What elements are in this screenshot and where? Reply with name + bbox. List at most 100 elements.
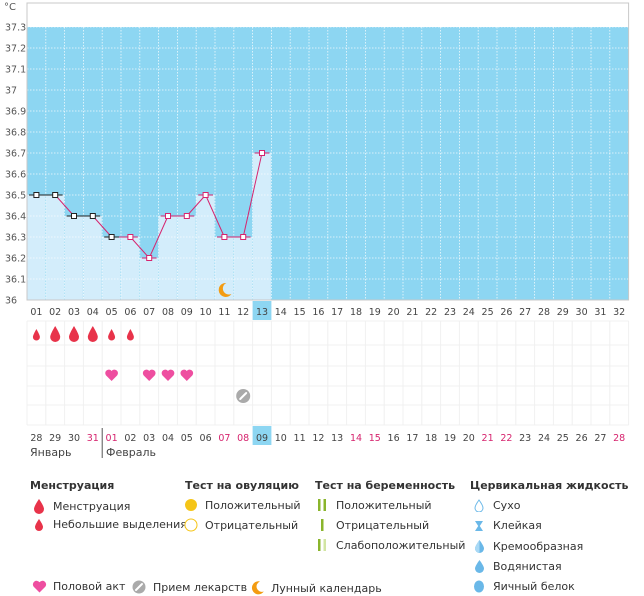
calendar-date-label: 12 xyxy=(312,433,324,444)
heart-icon xyxy=(142,369,156,381)
blood-drop-icon xyxy=(87,326,98,342)
heart-icon xyxy=(105,369,118,381)
legend-item-moon: Лунный календарь xyxy=(248,580,382,596)
temperature-bar xyxy=(196,195,215,300)
temperature-line-segment xyxy=(186,194,206,217)
legend-title-pregnancy: Тест на беременность xyxy=(315,479,456,492)
month-label-january: Январь xyxy=(30,446,72,459)
legend-label: Водянистая xyxy=(493,559,562,573)
temperature-bar xyxy=(102,237,121,300)
pregnancy-negative-icon xyxy=(313,518,331,532)
calendar-date-label: 04 xyxy=(162,433,174,444)
calendar-date-label: 07 xyxy=(218,433,230,444)
temperature-line-segment xyxy=(92,215,112,238)
temperature-bar xyxy=(27,195,46,300)
calendar-date-label: 25 xyxy=(557,433,569,444)
y-tick-label: 36.7 xyxy=(5,149,26,160)
temperature-marker xyxy=(146,255,153,261)
legend-title-ovulation: Тест на овуляцию xyxy=(185,479,299,492)
cycle-day-label: 07 xyxy=(143,307,155,318)
calendar-date-label: 16 xyxy=(388,433,400,444)
legend-label: Слабоположительный xyxy=(336,538,466,552)
drop-filled-icon xyxy=(470,559,488,573)
legend-item-pregnancy-negative: Отрицательный xyxy=(313,518,429,532)
temperature-line-segment xyxy=(148,215,169,259)
cycle-day-label: 32 xyxy=(613,307,625,318)
temperature-marker xyxy=(183,213,190,219)
cycle-day-label: 10 xyxy=(200,307,212,318)
temperature-marker xyxy=(259,150,265,156)
legend-title-menstruation: Менструация xyxy=(30,479,115,492)
small-blood-drop-icon xyxy=(32,329,40,341)
ovulation-negative-icon xyxy=(182,518,200,532)
blood-drop-icon xyxy=(69,326,79,342)
pregnancy-positive-icon xyxy=(313,498,331,512)
cycle-day-label: 05 xyxy=(106,307,118,318)
legend-label: Прием лекарств xyxy=(153,580,248,594)
calendar-date-label: 05 xyxy=(181,433,193,444)
calendar-date-label: 09 xyxy=(256,433,268,444)
temperature-line-segment xyxy=(242,152,263,238)
temperature-marker xyxy=(89,213,96,219)
legend-item-spotting: Небольшие выделения xyxy=(30,518,187,531)
cycle-day-label: 06 xyxy=(124,307,136,318)
temperature-marker xyxy=(71,213,77,219)
cycle-day-label: 27 xyxy=(519,307,531,318)
temperature-marker xyxy=(240,234,247,240)
calendar-date-label: 17 xyxy=(406,433,418,444)
y-tick-label: 37.2 xyxy=(5,44,26,55)
legend-label: Небольшие выделения xyxy=(53,518,187,531)
temperature-line-segment xyxy=(54,194,75,217)
pregnancy-weak-icon xyxy=(313,538,331,552)
moon-icon xyxy=(248,580,266,596)
legend-item-ovulation-negative: Отрицательный xyxy=(182,518,298,532)
legend-label: Сухо xyxy=(493,499,521,512)
ovulation-positive-icon xyxy=(182,498,200,512)
y-tick-label: 36.4 xyxy=(5,212,26,223)
month-label-february: Февраль xyxy=(106,446,156,459)
y-tick-label: 36.5 xyxy=(5,191,26,202)
heart-icon xyxy=(30,580,48,593)
cycle-day-label: 02 xyxy=(49,307,61,318)
cycle-day-label: 12 xyxy=(237,307,249,318)
cycle-day-label: 17 xyxy=(331,307,343,318)
calendar-date-label: 01 xyxy=(106,433,118,444)
y-tick-label: 36.8 xyxy=(5,128,26,139)
calendar-date-label: 22 xyxy=(500,433,512,444)
temperature-marker xyxy=(202,192,209,198)
legend-item-cervical-dry: Сухо xyxy=(470,499,520,512)
y-tick-label: 36 xyxy=(5,296,17,307)
calendar-date-label: 27 xyxy=(594,433,606,444)
temperature-marker xyxy=(108,234,115,240)
legend-item-ovulation-positive: Положительный xyxy=(182,498,301,512)
small-blood-drop-icon xyxy=(126,329,134,341)
temperature-bar xyxy=(139,258,159,300)
temperature-line-segment xyxy=(130,236,150,259)
current-date-highlight xyxy=(252,426,272,445)
legend-label: Лунный календарь xyxy=(271,581,382,595)
heart-icon xyxy=(161,369,175,381)
legend-title-cervical: Цервикальная жидкость xyxy=(470,479,629,492)
cycle-day-label: 30 xyxy=(576,307,588,318)
y-tick-label: 36.1 xyxy=(5,275,26,286)
legend-label: Яичный белок xyxy=(493,579,575,593)
y-tick-label: 37.3 xyxy=(5,23,26,34)
cycle-day-label: 16 xyxy=(312,307,324,318)
egg-icon xyxy=(470,579,488,593)
bbt-chart: °C 37.3 37.2 37.1 37 36.9 36.8 36.7 36.6 36.5 36.4… xyxy=(4,2,630,458)
drop-half-icon xyxy=(470,539,488,553)
legend-item-cervical-watery: Водянистая xyxy=(470,559,562,573)
cycle-day-label: 18 xyxy=(350,307,362,318)
cycle-day-label: 26 xyxy=(500,307,512,318)
cycle-day-label: 31 xyxy=(594,307,606,318)
temperature-line-segment xyxy=(205,194,225,238)
calendar-date-label: 28 xyxy=(613,433,625,444)
calendar-date-label: 19 xyxy=(444,433,456,444)
cycle-day-label: 13 xyxy=(256,307,268,318)
legend-item-cervical-eggwhite: Яичный белок xyxy=(470,579,575,593)
y-tick-label: 36.3 xyxy=(5,233,26,244)
legend-item-cervical-creamy: Кремообразная xyxy=(470,539,583,553)
legend-item-medicine: Прием лекарств xyxy=(130,580,247,594)
calendar-date-label: 11 xyxy=(294,433,306,444)
cycle-day-label: 21 xyxy=(406,307,418,318)
